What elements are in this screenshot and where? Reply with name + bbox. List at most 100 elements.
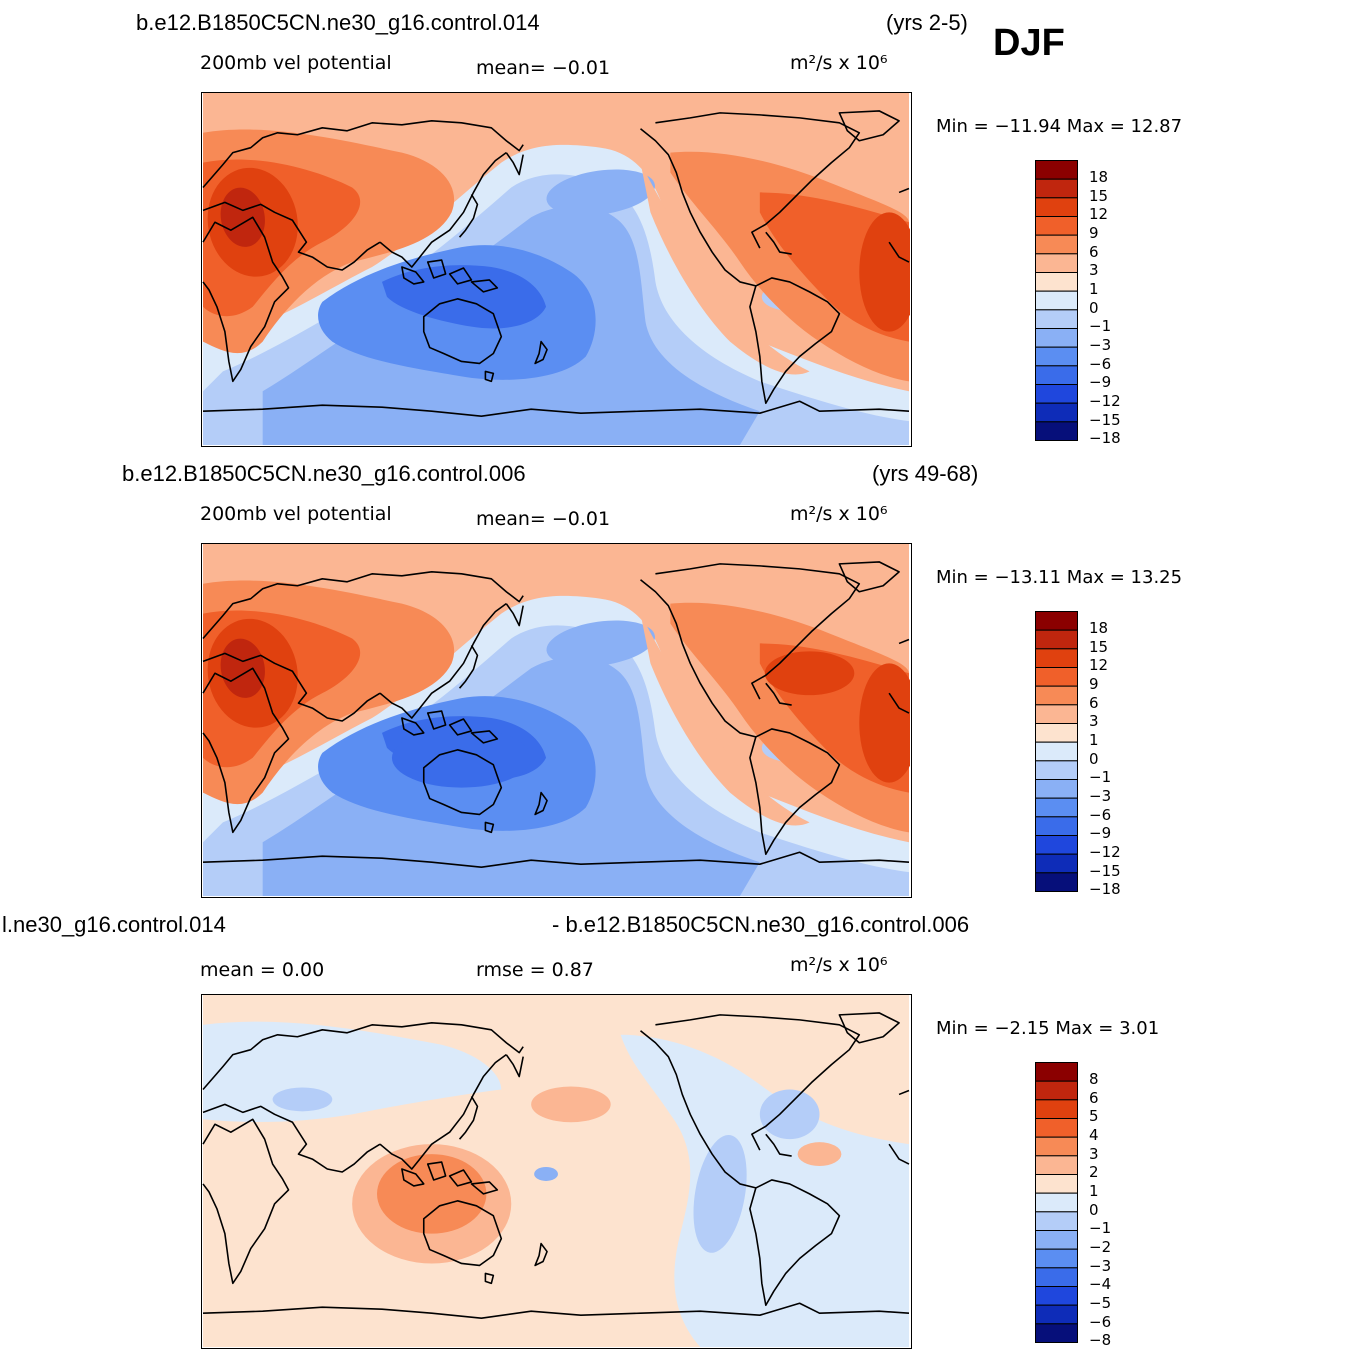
panel-3-coastline-segment <box>202 1302 910 1319</box>
colorbar-tick-label: −6 <box>1089 805 1112 824</box>
panel-3-map <box>201 994 912 1349</box>
panel-3-colorbar <box>1035 1062 1078 1343</box>
panel-3-coastline-segment <box>448 1169 473 1187</box>
panel-1-coastline-segment <box>765 231 792 255</box>
panel-3-minmax: Min = −2.15 Max = 3.01 <box>936 1018 1160 1039</box>
colorbar-swatch <box>1035 234 1078 255</box>
colorbar-swatch <box>1035 1211 1078 1231</box>
colorbar-swatch <box>1035 741 1078 762</box>
panel-3-field-neg-2-pacific <box>693 1134 747 1253</box>
colorbar-swatch <box>1035 704 1078 725</box>
panel-1-coastline-segment <box>898 187 910 194</box>
panel-3-coastline-segment <box>888 1143 910 1165</box>
colorbar-tick-label: −15 <box>1089 410 1121 429</box>
colorbar-swatch <box>1035 160 1078 180</box>
panel-2-field-npac-lobe <box>546 620 655 667</box>
panel-1-field-pos-15-west <box>220 187 265 247</box>
colorbar-swatch <box>1035 421 1078 441</box>
panel-1-mean: mean= −0.01 <box>476 57 611 79</box>
colorbar-swatch <box>1035 402 1078 423</box>
panel-1-coastline-segment <box>202 400 910 417</box>
panel-2-coastline-segment <box>202 667 290 834</box>
colorbar-swatch <box>1035 1155 1078 1176</box>
panel-2-coastline-segment <box>470 730 499 744</box>
colorbar-tick-label: 3 <box>1089 712 1099 731</box>
colorbar-swatch <box>1035 1192 1078 1213</box>
colorbar-tick-label: 8 <box>1089 1070 1099 1088</box>
colorbar-swatch <box>1035 365 1078 385</box>
colorbar-tick-label: −4 <box>1089 1275 1112 1294</box>
colorbar-swatch <box>1035 797 1078 818</box>
colorbar-swatch <box>1035 1267 1078 1287</box>
colorbar-swatch <box>1035 1136 1078 1157</box>
panel-2-map <box>201 543 912 898</box>
panel-3-coastline-segment <box>765 1133 792 1157</box>
colorbar-swatch <box>1035 835 1078 855</box>
colorbar-swatch <box>1035 1286 1078 1306</box>
panel-1-coastline-segment <box>640 128 757 287</box>
panel-2-coastline-segment <box>379 603 507 719</box>
colorbar-tick-label: −9 <box>1089 824 1112 843</box>
colorbar-tick-label: 9 <box>1089 675 1099 693</box>
panel-3-coastline-segment <box>422 1200 503 1267</box>
colorbar-swatch <box>1035 290 1078 311</box>
colorbar-tick-label: −18 <box>1089 880 1121 899</box>
panel-2-coastline-segment <box>422 749 503 816</box>
panel-3-field-neg-1-east <box>620 1034 909 1347</box>
panel-3-coastline-segment <box>484 1272 495 1285</box>
panel-1-coastline-segment <box>448 267 473 285</box>
colorbar-tick-label: 0 <box>1089 298 1099 317</box>
colorbar-swatch <box>1035 723 1078 743</box>
colorbar-tick-label: 0 <box>1089 1200 1099 1219</box>
colorbar-swatch <box>1035 685 1078 706</box>
colorbar-tick-label: −6 <box>1089 354 1112 373</box>
panel-1-coastline-segment <box>505 152 524 176</box>
colorbar-tick-label: 6 <box>1089 1088 1099 1107</box>
colorbar-swatch <box>1035 1323 1078 1343</box>
panel-3-coastline-segment <box>534 1242 548 1267</box>
panel-1-coastline-segment <box>202 201 381 271</box>
colorbar-tick-label: 1 <box>1089 731 1099 749</box>
colorbar-swatch <box>1035 760 1078 780</box>
panel-2-mean: mean= −0.01 <box>476 508 611 530</box>
panel-3-coastline-segment <box>426 1161 447 1181</box>
colorbar-tick-label: 3 <box>1089 261 1099 280</box>
panel-1-units: m²/s x 10⁶ <box>790 52 888 74</box>
panel-2-coastline-segment <box>484 821 495 834</box>
panel-1-coastline-segment <box>202 120 524 188</box>
panel-2-coastline-segment <box>534 791 548 816</box>
colorbar-tick-label: −3 <box>1089 787 1112 805</box>
panel-2-coastline-segment <box>426 710 447 730</box>
colorbar-tick-label: −5 <box>1089 1294 1112 1312</box>
colorbar-swatch <box>1035 1099 1078 1119</box>
colorbar-tick-label: −1 <box>1089 317 1112 336</box>
panel-3-field-neg-2-asia <box>272 1087 333 1112</box>
colorbar-tick-label: 9 <box>1089 224 1099 242</box>
colorbar-swatch <box>1035 872 1078 892</box>
panel-2-field-neg-12-extra <box>391 727 532 788</box>
colorbar-tick-label: −18 <box>1089 429 1121 448</box>
colorbar-swatch <box>1035 309 1078 329</box>
panel-2-coastline-segment <box>640 579 757 738</box>
panel-2-coastline-segment <box>505 603 524 627</box>
colorbar-swatch <box>1035 1230 1078 1250</box>
colorbar-swatch <box>1035 816 1078 836</box>
colorbar-swatch <box>1035 272 1078 292</box>
colorbar-swatch <box>1035 1248 1078 1269</box>
panel-2-field-pos-15-west <box>220 638 265 698</box>
colorbar-tick-label: 4 <box>1089 1126 1099 1144</box>
panel-3-coastline-segment <box>505 1054 524 1078</box>
panel-3-coastline-segment <box>202 1118 290 1285</box>
panel-2-coastline-segment <box>401 717 425 736</box>
colorbar-tick-label: 15 <box>1089 186 1109 205</box>
panel-3-years: - b.e12.B1850C5CN.ne30_g16.control.006 <box>552 912 970 937</box>
panel-2-coastline-segment <box>838 561 900 593</box>
panel-3-coastline-segment <box>202 1103 381 1173</box>
panel-1-field-pos-12-east <box>859 212 910 332</box>
panel-1-field-npac-lobe <box>546 169 655 216</box>
panel-2-coastline-segment <box>458 645 479 689</box>
colorbar-tick-label: −8 <box>1089 1331 1112 1350</box>
panel-3-rmse: rmse = 0.87 <box>476 959 594 981</box>
panel-3-coastline-segment <box>379 1054 507 1170</box>
panel-2-field-pos-12-caribbean <box>764 651 855 696</box>
